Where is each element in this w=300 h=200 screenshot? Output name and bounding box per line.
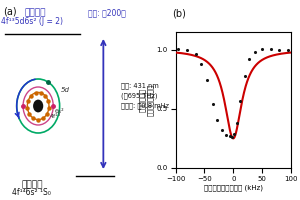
Point bbox=[238, 99, 243, 102]
Text: (a): (a) bbox=[3, 6, 17, 16]
Point bbox=[185, 48, 190, 51]
Point bbox=[234, 121, 239, 125]
Point bbox=[224, 133, 229, 136]
Point bbox=[286, 48, 290, 51]
Text: (b): (b) bbox=[172, 8, 186, 18]
Point bbox=[205, 79, 210, 82]
Point bbox=[247, 58, 252, 61]
Y-axis label: 規格化された
基底状態の原子数: 規格化された 基底状態の原子数 bbox=[139, 84, 154, 116]
Text: 6s²: 6s² bbox=[55, 108, 64, 114]
Text: 4f¹⁴6s² ¹S₀: 4f¹⁴6s² ¹S₀ bbox=[12, 188, 51, 197]
Text: 4f¹³5d6s² (J = 2): 4f¹³5d6s² (J = 2) bbox=[1, 17, 63, 25]
Text: 5d: 5d bbox=[61, 87, 70, 93]
Point bbox=[227, 134, 232, 138]
Point bbox=[176, 47, 181, 50]
Point bbox=[211, 103, 215, 106]
Point bbox=[193, 53, 198, 56]
Circle shape bbox=[33, 100, 43, 112]
Point bbox=[199, 62, 204, 66]
Text: 励起状態: 励起状態 bbox=[24, 8, 46, 18]
Point bbox=[253, 51, 258, 54]
Point bbox=[232, 132, 237, 135]
Point bbox=[242, 74, 247, 77]
Point bbox=[215, 118, 220, 121]
Point bbox=[260, 47, 265, 50]
Text: 4f¹³: 4f¹³ bbox=[50, 114, 61, 119]
Point bbox=[268, 47, 273, 50]
Point bbox=[219, 129, 224, 132]
X-axis label: 中心からの周波数差 (kHz): 中心からの周波数差 (kHz) bbox=[204, 184, 263, 191]
Text: 基底状態: 基底状態 bbox=[21, 180, 43, 190]
Text: 波長: 431 nm
(約695 THz)
自然幅: 約0.8 mHz: 波長: 431 nm (約695 THz) 自然幅: 約0.8 mHz bbox=[121, 83, 169, 109]
Point bbox=[277, 48, 282, 51]
Point bbox=[230, 136, 235, 139]
Text: 寿命: 約200秒: 寿命: 約200秒 bbox=[88, 8, 125, 18]
